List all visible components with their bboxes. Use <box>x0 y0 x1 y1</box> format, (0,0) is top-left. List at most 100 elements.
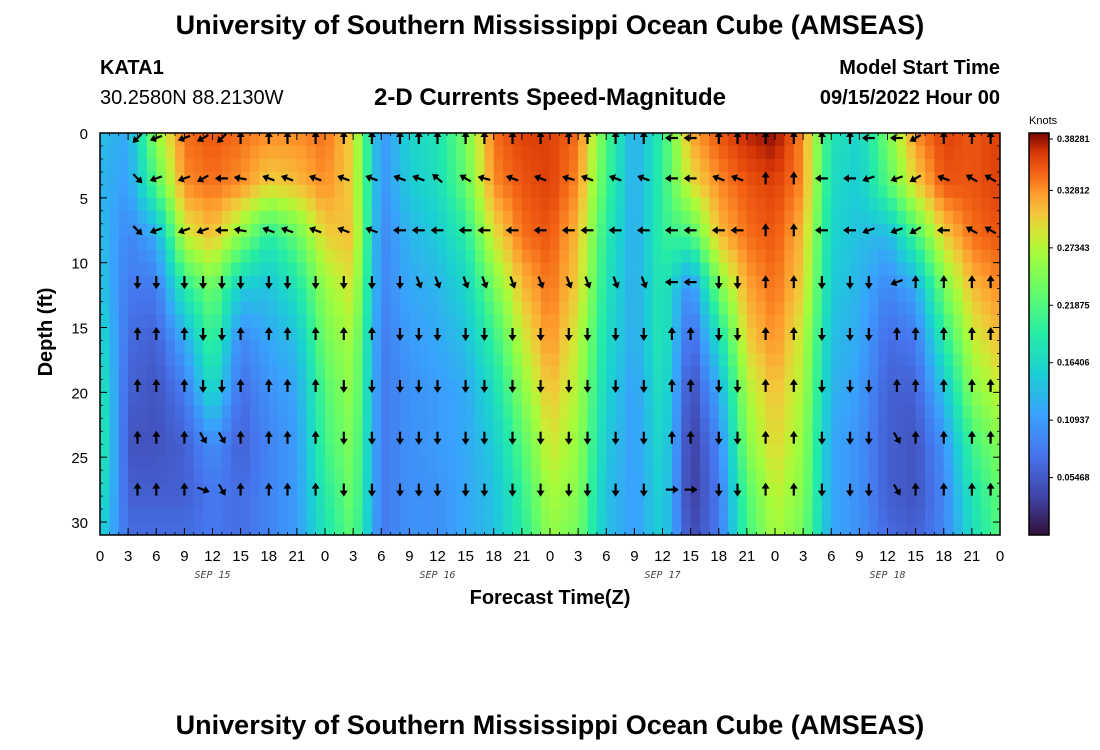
current-arrow <box>583 483 592 497</box>
heat-cell <box>156 275 167 290</box>
heat-cell <box>906 392 917 406</box>
heat-cell <box>925 158 935 173</box>
heat-cell <box>390 275 401 290</box>
heat-cell <box>718 327 729 342</box>
heat-cell <box>887 158 898 173</box>
current-arrow <box>730 226 744 235</box>
heat-cell <box>296 197 307 212</box>
heat-cell <box>287 223 298 238</box>
heat-cell <box>343 522 354 535</box>
heat-cell <box>887 210 898 225</box>
heat-cell <box>137 379 148 393</box>
heat-cell <box>268 327 279 342</box>
heat-cell <box>962 210 973 225</box>
heat-cell <box>578 158 589 173</box>
heat-cell <box>362 405 373 419</box>
heat-cell <box>812 431 823 445</box>
heat-cell <box>287 444 298 458</box>
heat-cell <box>812 366 823 380</box>
heat-cell <box>681 340 692 355</box>
heat-cell <box>531 236 542 251</box>
current-arrow <box>584 276 592 289</box>
heat-cell <box>700 483 710 497</box>
heat-cell <box>531 340 542 355</box>
heat-cell <box>728 236 739 251</box>
heat-cell <box>793 236 804 251</box>
heat-cell <box>737 340 748 355</box>
current-arrow <box>217 483 226 496</box>
heat-cell <box>643 197 654 212</box>
heat-cell <box>446 171 457 186</box>
heat-cell <box>765 133 776 147</box>
heat-cell <box>418 379 429 393</box>
heat-cell <box>550 210 560 225</box>
heat-cell <box>146 496 157 510</box>
current-arrow <box>337 174 350 182</box>
heat-cell <box>859 340 870 355</box>
heat-cell <box>400 288 410 303</box>
heat-cell <box>831 288 842 303</box>
heat-cell <box>175 522 185 535</box>
heat-cell <box>137 366 148 380</box>
heat-cell <box>784 223 795 238</box>
heat-cell <box>671 158 682 173</box>
heat-cell <box>306 145 317 160</box>
heat-cell <box>259 197 270 212</box>
heat-cell <box>981 418 992 432</box>
heat-cell <box>540 470 551 484</box>
heat-cell <box>803 431 814 445</box>
heat-cell <box>690 184 701 199</box>
current-arrow <box>580 174 594 182</box>
heat-cell <box>840 249 851 264</box>
heat-cell <box>250 522 260 535</box>
heat-cell <box>446 236 457 251</box>
heat-cell <box>531 405 542 419</box>
heat-cell <box>390 327 401 342</box>
heat-cell <box>971 223 982 238</box>
heat-cell <box>775 288 785 303</box>
heat-cell <box>203 379 214 393</box>
heat-cell <box>175 509 185 523</box>
heat-cell <box>981 236 992 251</box>
heat-cell <box>521 288 532 303</box>
current-arrow <box>664 278 678 287</box>
heat-cell <box>643 158 654 173</box>
heat-cell <box>400 184 410 199</box>
heat-cell <box>353 483 364 497</box>
heat-cell <box>615 353 626 368</box>
heat-cell <box>278 236 289 251</box>
heat-cell <box>878 223 889 238</box>
current-arrow <box>583 431 592 445</box>
heat-cell <box>568 353 579 368</box>
heat-cell <box>943 353 954 368</box>
heat-cell <box>456 210 467 225</box>
heat-cell <box>643 210 654 225</box>
heat-cell <box>971 184 982 199</box>
heat-cell <box>512 236 523 251</box>
heat-cell <box>643 340 654 355</box>
heat-cell <box>671 457 682 471</box>
current-arrow <box>433 379 442 393</box>
heat-cell <box>390 457 401 471</box>
heat-cell <box>943 288 954 303</box>
heat-cell <box>681 288 692 303</box>
heat-cell <box>306 197 317 212</box>
heat-cell <box>896 288 907 303</box>
x-tick-label: 15 <box>682 548 699 565</box>
heat-cell <box>334 522 345 535</box>
heat-cell <box>578 431 589 445</box>
heat-cell <box>315 210 326 225</box>
heat-cell <box>803 353 814 368</box>
heat-cell <box>137 210 148 225</box>
heat-cell <box>953 145 964 160</box>
heat-cell <box>540 509 551 523</box>
heat-cell <box>296 210 307 225</box>
heat-cell <box>700 184 710 199</box>
heat-cell <box>568 405 579 419</box>
heat-cell <box>803 184 814 199</box>
heat-cell <box>653 392 664 406</box>
heat-cell <box>221 379 232 393</box>
heat-cell <box>934 275 945 290</box>
current-arrow <box>433 483 442 497</box>
heat-cell <box>681 236 692 251</box>
